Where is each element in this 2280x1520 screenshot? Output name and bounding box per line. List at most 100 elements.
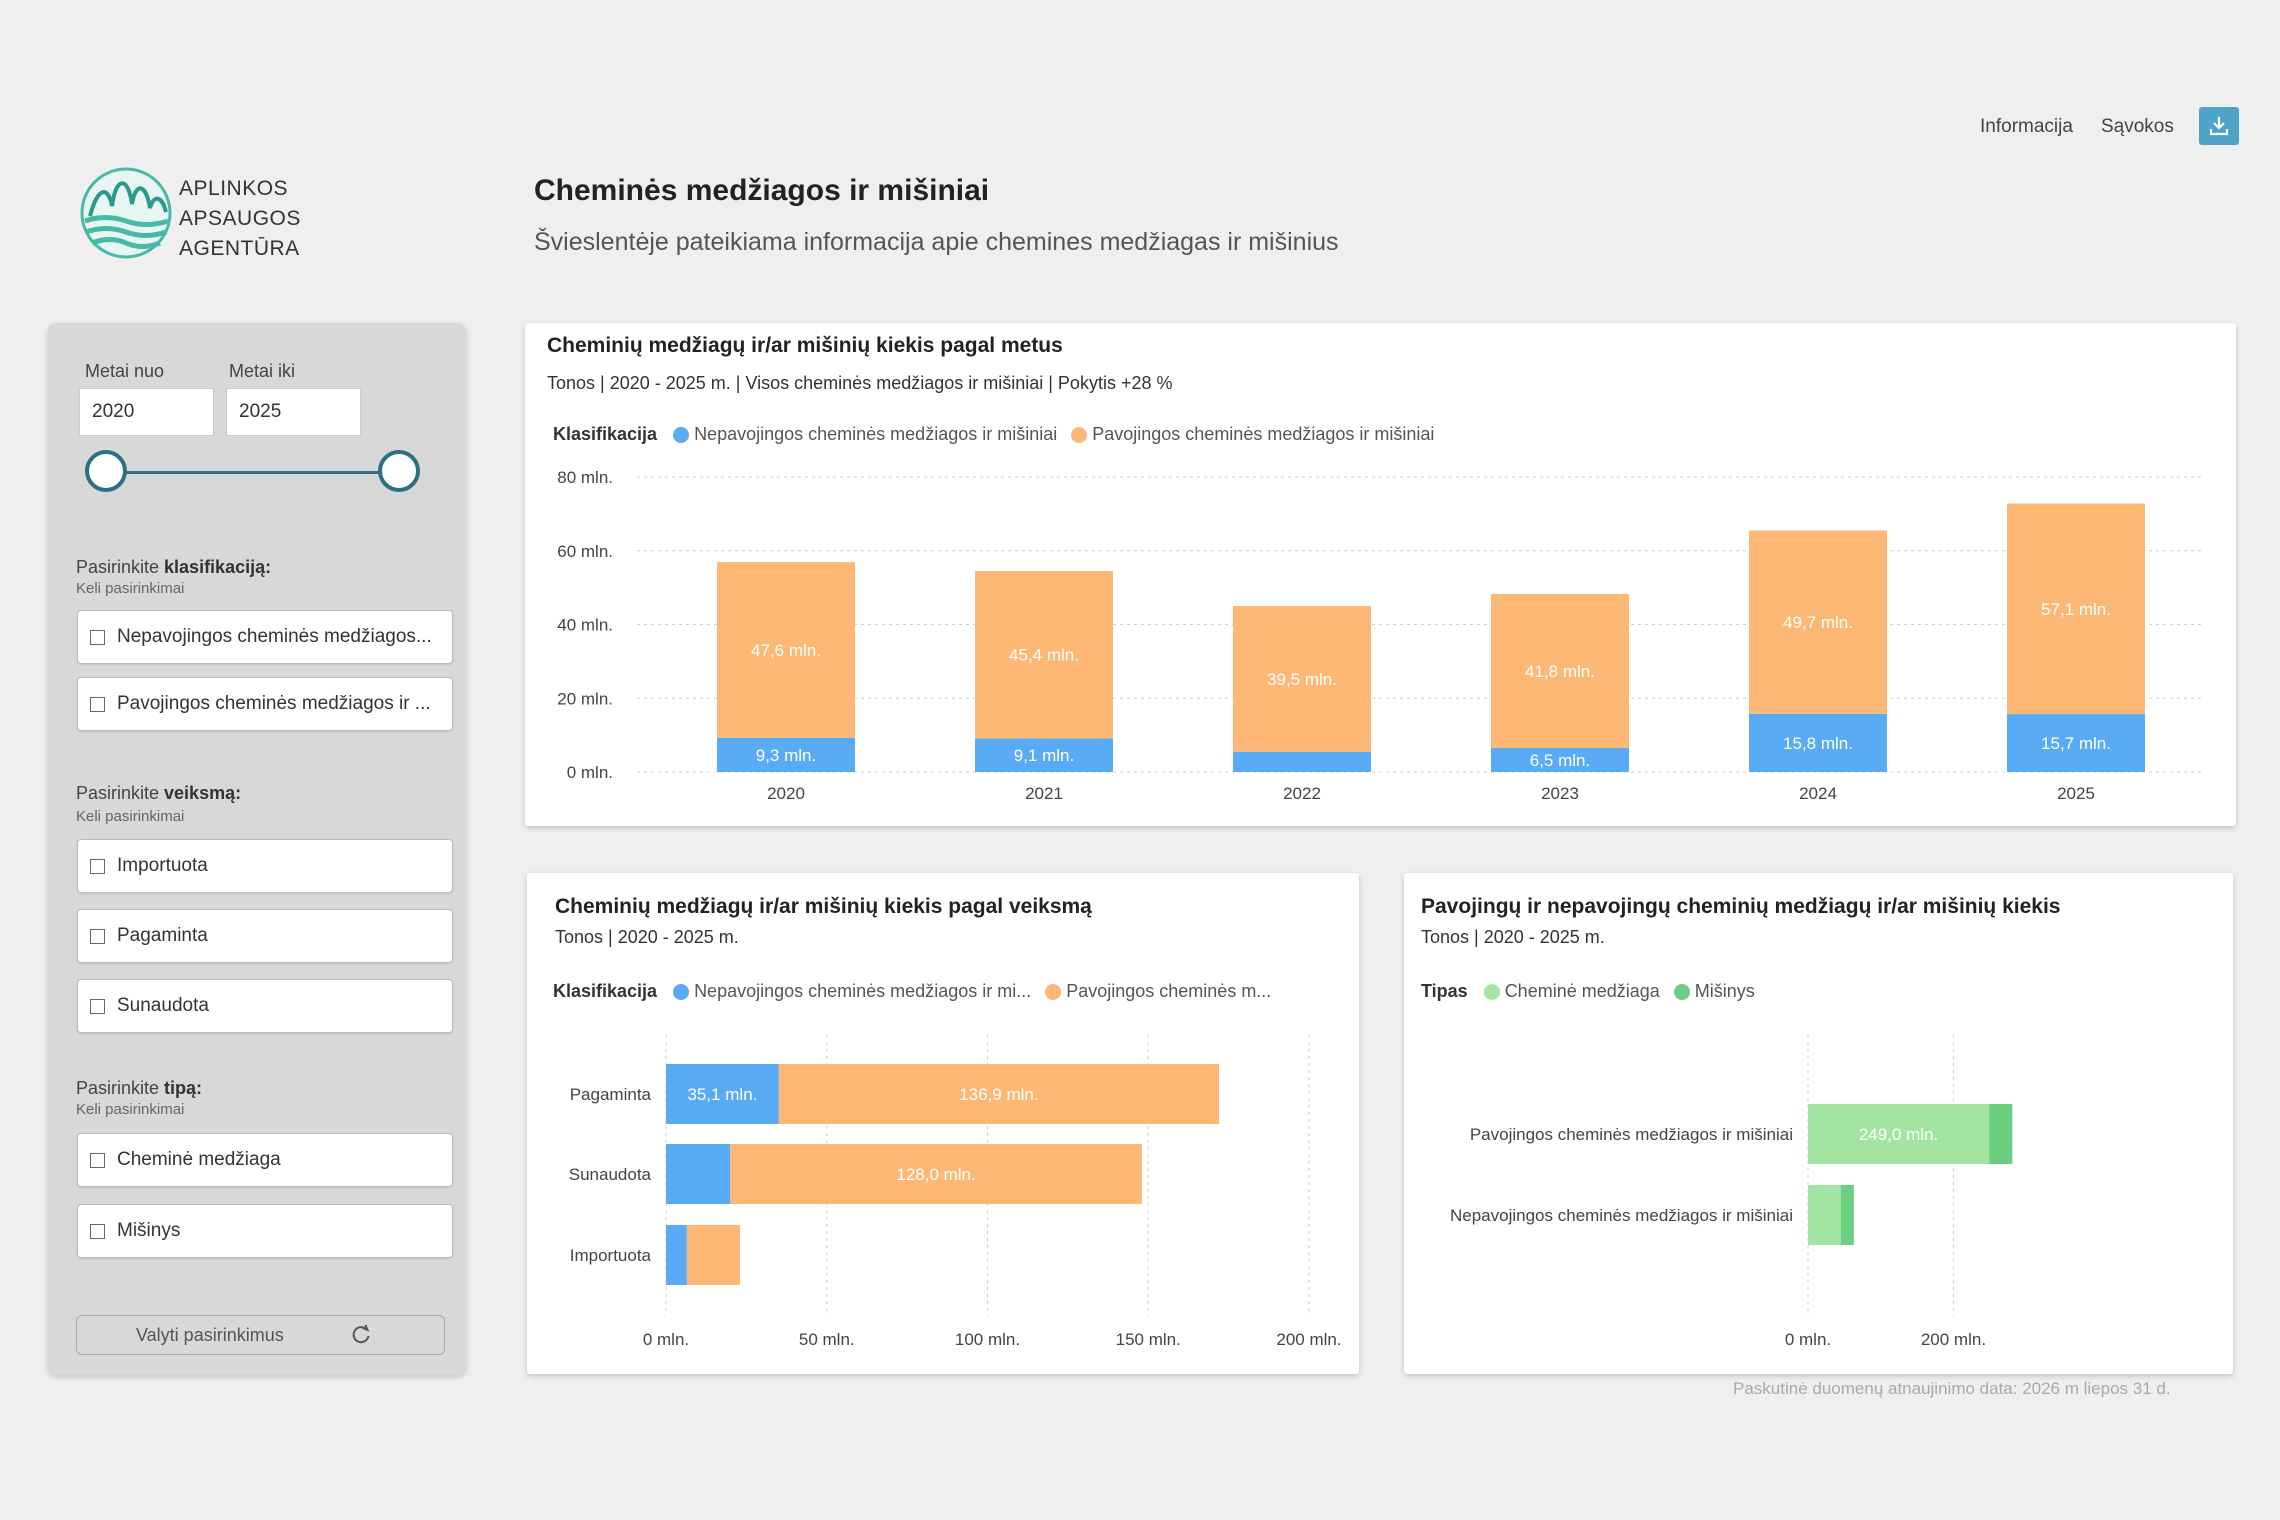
bar-data-label: 9,1 mln. — [1014, 746, 1074, 765]
bar-data-label: 57,1 mln. — [2041, 600, 2111, 619]
bar-segment — [2007, 714, 2145, 772]
agency-logo-text: APLINKOS APSAUGOS AGENTŪRA — [179, 174, 301, 264]
chart-by-type-title: Pavojingų ir nepavojingų cheminių medžia… — [1421, 895, 2061, 918]
type-filter-hint: Keli pasirinkimai — [76, 1101, 185, 1118]
bar-segment — [717, 737, 855, 772]
bar-data-label: 41,8 mln. — [1525, 662, 1595, 681]
bar-data-label: 45,4 mln. — [1009, 646, 1079, 665]
year-to-input[interactable]: 2025 — [226, 388, 361, 436]
legend-item-mixture[interactable]: Mišinys — [1673, 981, 1755, 1002]
bar-segment — [686, 1225, 740, 1285]
bar-segment — [730, 1144, 1142, 1204]
bar-data-label: 128,0 mln. — [896, 1165, 975, 1184]
legend-item-nonhazardous[interactable]: Nepavojingos cheminės medžiagos ir mi... — [673, 981, 1031, 1002]
bar-segment — [1989, 1104, 2013, 1164]
legend-item-hazardous[interactable]: Pavojingos cheminės m... — [1045, 981, 1271, 1002]
bar-segment — [778, 1064, 1219, 1124]
chart-by-year-legend: Klasifikacija Nepavojingos cheminės medž… — [553, 424, 1448, 445]
legend-item-substance[interactable]: Cheminė medžiaga — [1483, 981, 1660, 1002]
x-tick-label: 2025 — [2057, 784, 2095, 803]
bar-segment — [1840, 1185, 1854, 1245]
bar-segment — [1233, 751, 1371, 772]
legend-title: Tipas — [1421, 981, 1468, 1001]
x-tick-label: 2021 — [1025, 784, 1063, 803]
logo-line-3: AGENTŪRA — [179, 237, 300, 260]
bar-segment — [666, 1225, 687, 1285]
x-tick-label: 100 mln. — [955, 1330, 1020, 1349]
year-from-input[interactable]: 2020 — [79, 388, 214, 436]
x-tick-label: 0 mln. — [1785, 1330, 1831, 1349]
bar-data-label: 39,5 mln. — [1267, 670, 1337, 689]
x-tick-label: 200 mln. — [1276, 1330, 1341, 1349]
chart-by-year-subtitle: Tonos | 2020 - 2025 m. | Visos cheminės … — [547, 373, 1173, 393]
bar-segment — [717, 562, 855, 738]
bar-data-label: 6,5 mln. — [1530, 751, 1590, 770]
y-tick-label: 20 mln. — [557, 689, 613, 708]
type-filter-label: Pasirinkite tipą: — [76, 1078, 203, 1098]
bar-segment — [2007, 503, 2145, 715]
logo-line-1: APLINKOS — [179, 177, 289, 200]
option-nonhazardous[interactable]: Nepavojingos cheminės medžiagos... — [77, 610, 453, 664]
chart-by-year-plot: 0 mln. 20 mln. 40 mln. 60 mln. 80 mln. 9,3 ml… — [557, 468, 2205, 803]
checkbox-icon[interactable] — [90, 629, 105, 645]
y-category-label: Importuota — [570, 1246, 652, 1265]
legend-item-nonhazardous[interactable]: Nepavojingos cheminės medžiagos ir mišin… — [673, 424, 1057, 445]
clear-selections-button[interactable]: Valyti pasirinkimus — [76, 1315, 445, 1355]
x-tick-label: 50 mln. — [799, 1330, 855, 1349]
bar-segment — [1749, 530, 1887, 714]
x-tick-label: 150 mln. — [1116, 1330, 1181, 1349]
legend-title: Klasifikacija — [553, 424, 658, 444]
y-tick-label: 40 mln. — [557, 616, 613, 635]
chart-by-type-plot: 0 mln. 200 mln. 249,0 mln. Pavojingos chemi… — [1450, 1035, 2013, 1349]
x-tick-label: 2020 — [767, 784, 805, 803]
download-icon — [2209, 117, 2229, 136]
last-update-note: Paskutinė duomenų atnaujinimo data: 2026… — [1733, 1379, 2171, 1398]
bar-data-label: 9,3 mln. — [756, 746, 816, 765]
year-slider-end-handle[interactable] — [378, 450, 420, 492]
download-button[interactable] — [2199, 107, 2239, 145]
bar-segment — [666, 1064, 779, 1124]
year-slider-track[interactable] — [106, 471, 398, 474]
checkbox-icon[interactable] — [90, 928, 105, 944]
info-link[interactable]: Informacija — [1980, 116, 2073, 137]
checkbox-icon[interactable] — [90, 998, 105, 1014]
x-tick-label: 2022 — [1283, 784, 1321, 803]
y-category-label: Nepavojingos cheminės medžiagos ir mišin… — [1450, 1206, 1793, 1225]
option-hazardous[interactable]: Pavojingos cheminės medžiagos ir ... — [77, 677, 453, 731]
bar-segment — [1233, 606, 1371, 752]
option-mixture[interactable]: Mišinys — [77, 1204, 453, 1258]
year-slider-start-handle[interactable] — [85, 450, 127, 492]
chart-by-action-legend: Klasifikacija Nepavojingos cheminės medž… — [553, 981, 1285, 1002]
option-produced[interactable]: Pagaminta — [77, 909, 453, 963]
bar-segment — [1749, 713, 1887, 772]
x-tick-label: 0 mln. — [643, 1330, 689, 1349]
option-imported[interactable]: Importuota — [77, 839, 453, 893]
bar-data-label: 47,6 mln. — [751, 641, 821, 660]
bar-data-label: 15,8 mln. — [1783, 734, 1853, 753]
bar-segment — [1491, 593, 1629, 749]
checkbox-icon[interactable] — [90, 1223, 105, 1239]
clear-selections-label: Valyti pasirinkimus — [136, 1324, 284, 1345]
y-tick-label: 60 mln. — [557, 542, 613, 561]
bar-data-label: 249,0 mln. — [1859, 1125, 1938, 1144]
checkbox-icon[interactable] — [90, 858, 105, 874]
chart-by-action-subtitle: Tonos | 2020 - 2025 m. — [555, 927, 739, 947]
terms-link[interactable]: Sąvokos — [2101, 116, 2174, 137]
checkbox-icon[interactable] — [90, 696, 105, 712]
y-category-label: Pavojingos cheminės medžiagos ir mišinia… — [1470, 1125, 1793, 1144]
action-filter-label: Pasirinkite veiksmą: — [76, 783, 242, 803]
option-consumed[interactable]: Sunaudota — [77, 979, 453, 1033]
bar-segment — [1808, 1104, 1990, 1164]
refresh-icon — [352, 1324, 370, 1344]
classification-filter-label: Pasirinkite klasifikaciją: — [76, 557, 272, 577]
y-tick-label: 80 mln. — [557, 468, 613, 487]
bar-data-label: 15,7 mln. — [2041, 734, 2111, 753]
y-category-label: Pagaminta — [570, 1085, 652, 1104]
bar-segment — [975, 571, 1113, 739]
legend-item-hazardous[interactable]: Pavojingos cheminės medžiagos ir mišinia… — [1071, 424, 1434, 445]
option-substance[interactable]: Cheminė medžiaga — [77, 1133, 453, 1187]
bar-segment — [666, 1144, 731, 1204]
chart-by-year-title: Cheminių medžiagų ir/ar mišinių kiekis p… — [547, 334, 1063, 357]
bar-data-label: 35,1 mln. — [687, 1085, 757, 1104]
checkbox-icon[interactable] — [90, 1152, 105, 1168]
